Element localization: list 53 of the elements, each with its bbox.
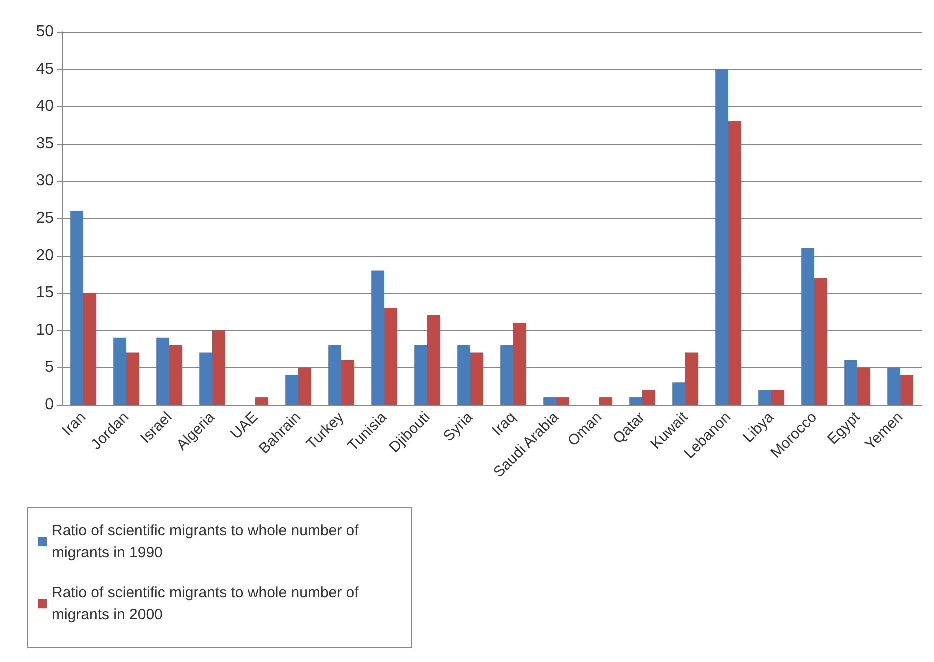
y-tick-label: 40 — [36, 98, 54, 116]
bar — [814, 278, 828, 405]
bar — [428, 315, 440, 405]
bar — [900, 375, 914, 405]
y-tick-label: 45 — [36, 60, 54, 78]
y-tick-label: 10 — [36, 322, 54, 339]
bar — [342, 360, 354, 405]
bar — [600, 398, 612, 405]
bar — [758, 390, 772, 405]
bar — [372, 270, 384, 405]
bar — [126, 352, 140, 405]
bar — [286, 375, 298, 405]
y-tick-label: 25 — [36, 210, 54, 227]
bar — [772, 390, 784, 405]
bar — [384, 308, 398, 405]
bar — [470, 352, 484, 405]
bar — [156, 338, 170, 405]
bar — [642, 390, 656, 405]
y-tick-label: 0 — [45, 396, 54, 414]
bar — [114, 338, 126, 405]
bar — [672, 382, 686, 405]
bar — [84, 293, 96, 405]
bar — [500, 345, 514, 405]
bar — [298, 368, 312, 405]
bar — [728, 122, 742, 405]
bar — [556, 398, 570, 405]
bar — [716, 69, 728, 405]
bar — [170, 345, 182, 405]
y-tick-label: 50 — [36, 24, 54, 40]
bar — [858, 368, 870, 405]
bar — [212, 330, 226, 405]
y-tick-label: 30 — [36, 172, 54, 190]
bar — [844, 360, 858, 405]
y-tick-label: 35 — [36, 135, 54, 152]
bar — [70, 211, 84, 405]
bar — [200, 352, 212, 405]
legend-label: Ratio of scientific migrants to whole number of migrants in 2000 — [52, 584, 363, 624]
bar — [256, 398, 268, 405]
y-tick-label: 20 — [36, 247, 54, 264]
bar — [544, 398, 556, 405]
bar — [630, 398, 642, 405]
bar — [328, 345, 342, 405]
y-tick-label: 5 — [45, 359, 54, 376]
bar — [514, 322, 526, 405]
bar — [802, 248, 814, 405]
bar — [458, 345, 470, 405]
x-tick-label: Iran — [59, 408, 90, 440]
y-tick-label: 15 — [36, 284, 54, 302]
legend-label: Ratio of scientific migrants to whole number of migrants in 1990 — [52, 522, 363, 562]
bar — [686, 352, 698, 405]
bar — [888, 368, 900, 405]
x-tick-label: Iraq — [489, 408, 520, 440]
bar — [414, 345, 428, 405]
